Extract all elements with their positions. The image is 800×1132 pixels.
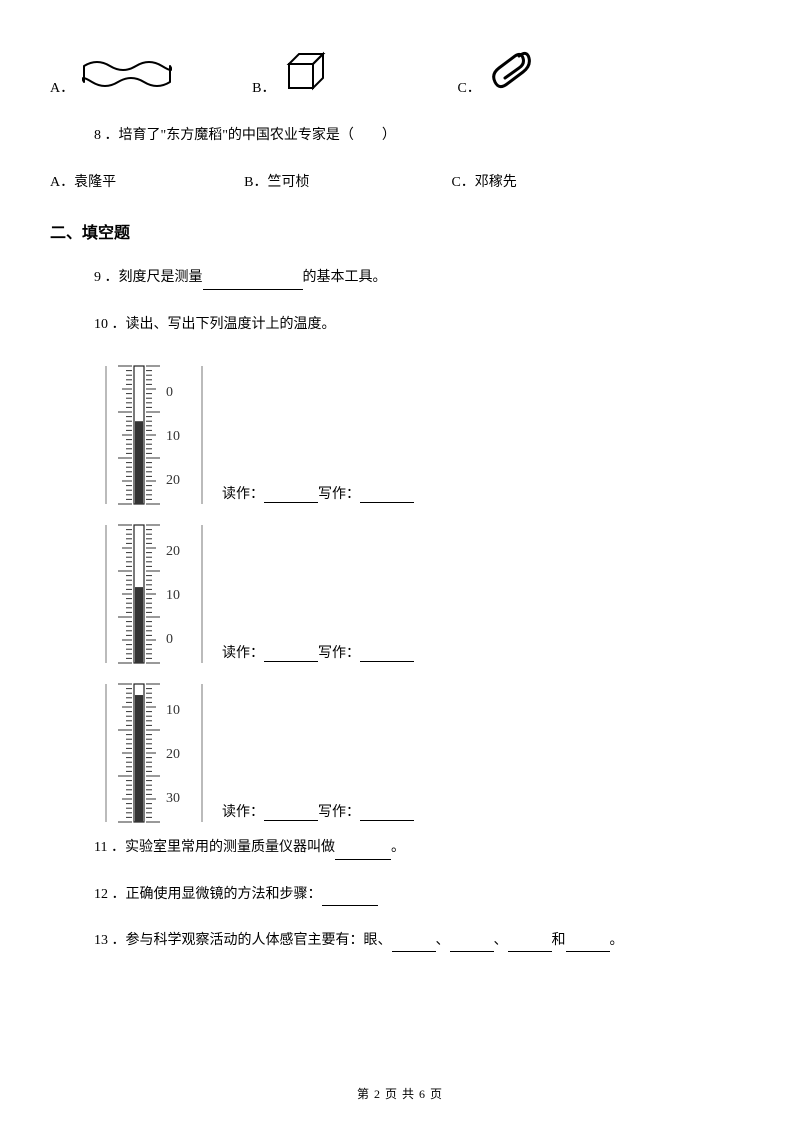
q13-sep3: 和 [552, 933, 566, 948]
write-label: 写作： [318, 805, 360, 820]
q9-line: 9 ．刻度尺是测量 的基本工具。 [94, 267, 750, 289]
write-blank[interactable] [360, 646, 414, 662]
thermometers-container: 0 10 20 读作： 写作： 20 10 0 读作： 写作： 10 20 30 读作： 写作： [50, 360, 750, 833]
section-2-title: 二、填空题 [50, 219, 750, 243]
q7-option-c: C． [457, 48, 532, 97]
thermometer-icon: 10 20 30 [94, 678, 214, 833]
read-label: 读作： [222, 805, 264, 820]
q7-option-b: B． [252, 48, 327, 97]
q8-choice-b: B．竺可桢 [244, 171, 309, 191]
write-label: 写作： [318, 646, 360, 661]
svg-text:30: 30 [166, 791, 180, 806]
thermometer-block-3: 10 20 30 读作： 写作： [94, 678, 750, 833]
svg-text:10: 10 [166, 588, 180, 603]
q12-prefix: 12 ．正确使用显微镜的方法和步骤： [94, 887, 322, 902]
q13-sep1: 、 [436, 933, 450, 948]
q7-a-label: A． [50, 77, 74, 97]
svg-text:20: 20 [166, 544, 180, 559]
q13-blank-3[interactable] [508, 936, 552, 952]
q11-suffix: 。 [391, 840, 405, 855]
q13-line: 13 ．参与科学观察活动的人体感官主要有：眼、 、 、 和 。 [94, 930, 750, 952]
q11-blank[interactable] [335, 844, 391, 860]
q13-blank-2[interactable] [450, 936, 494, 952]
write-blank[interactable] [360, 487, 414, 503]
thermometer-block-1: 0 10 20 读作： 写作： [94, 360, 750, 515]
thermo-read-write: 读作： 写作： [222, 801, 414, 821]
q9-prefix: 9 ．刻度尺是测量 [94, 270, 203, 285]
svg-text:0: 0 [166, 385, 173, 400]
q11-prefix: 11 ．实验室里常用的测量质量仪器叫做 [94, 840, 335, 855]
q8-text: 8 ．培育了"东方魔稻"的中国农业专家是（ ） [94, 125, 750, 147]
q13-sep2: 、 [494, 933, 508, 948]
thermometer-wrap: 0 10 20 读作： 写作： [94, 360, 750, 515]
wavy-rect-icon [82, 52, 172, 97]
q10-text: 10 ．读出、写出下列温度计上的温度。 [94, 314, 750, 336]
q12-blank[interactable] [322, 890, 378, 906]
q13-suffix: 。 [610, 933, 624, 948]
read-label: 读作： [222, 646, 264, 661]
svg-text:20: 20 [166, 473, 180, 488]
svg-text:0: 0 [166, 632, 173, 647]
q7-options-row: A． B． C． [50, 48, 750, 97]
thermometer-wrap: 20 10 0 读作： 写作： [94, 519, 750, 674]
q12-line: 12 ．正确使用显微镜的方法和步骤： [94, 884, 750, 906]
thermometer-block-2: 20 10 0 读作： 写作： [94, 519, 750, 674]
thermo-read-write: 读作： 写作： [222, 642, 414, 662]
svg-text:20: 20 [166, 747, 180, 762]
q9-suffix: 的基本工具。 [303, 270, 387, 285]
read-label: 读作： [222, 487, 264, 502]
page-footer: 第 2 页 共 6 页 [0, 1085, 800, 1102]
q13-blank-1[interactable] [392, 936, 436, 952]
q13-blank-4[interactable] [566, 936, 610, 952]
thermo-read-write: 读作： 写作： [222, 483, 414, 503]
paperclip-icon [489, 48, 533, 97]
thermometer-wrap: 10 20 30 读作： 写作： [94, 678, 750, 833]
thermometer-icon: 0 10 20 [94, 360, 214, 515]
q7-option-a: A． [50, 52, 172, 97]
q11-line: 11 ．实验室里常用的测量质量仪器叫做 。 [94, 837, 750, 859]
write-label: 写作： [318, 487, 360, 502]
cube-icon [283, 48, 327, 97]
q8-choices: A．袁隆平 B．竺可桢 C．邓稼先 [50, 171, 750, 191]
q9-blank[interactable] [203, 274, 303, 290]
thermometer-icon: 20 10 0 [94, 519, 214, 674]
q8-choice-a: A．袁隆平 [50, 171, 116, 191]
read-blank[interactable] [264, 646, 318, 662]
q7-c-label: C． [457, 77, 480, 97]
svg-text:10: 10 [166, 703, 180, 718]
q8-choice-c: C．邓稼先 [451, 171, 516, 191]
svg-text:10: 10 [166, 429, 180, 444]
q7-b-label: B． [252, 77, 275, 97]
q13-prefix: 13 ．参与科学观察活动的人体感官主要有：眼、 [94, 933, 392, 948]
write-blank[interactable] [360, 805, 414, 821]
read-blank[interactable] [264, 805, 318, 821]
read-blank[interactable] [264, 487, 318, 503]
